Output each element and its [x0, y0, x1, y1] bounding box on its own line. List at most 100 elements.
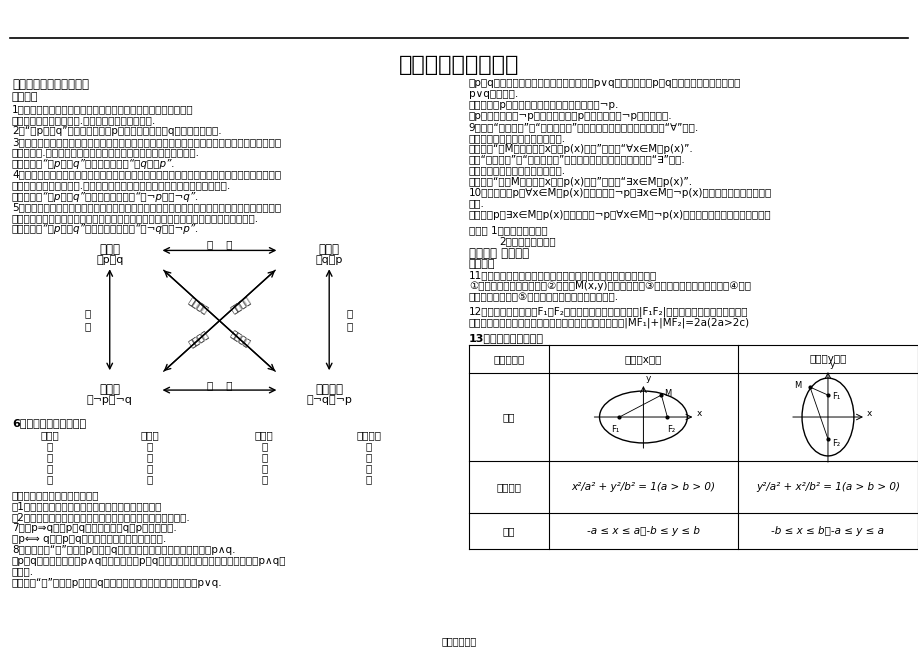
Text: 否: 否	[346, 321, 352, 331]
Text: 真: 真	[261, 463, 267, 473]
Text: 当p、q两个命题中有一个命题是真命题时，p∨q是真命题；当p、q两个命题都是假命题时，: 当p、q两个命题中有一个命题是真命题时，p∨q是真命题；当p、q两个命题都是假命…	[469, 78, 741, 88]
Text: 若原命题为“若p，则q”，则它的否命题为“若¬p，则¬q”.: 若原命题为“若p，则q”，则它的否命题为“若¬p，则¬q”.	[12, 191, 199, 202]
Text: 原命题: 原命题	[40, 430, 59, 440]
Text: 命题.: 命题.	[469, 199, 484, 208]
Text: 四种命题的真假性之间的关系：: 四种命题的真假性之间的关系：	[12, 490, 99, 500]
Text: 互为逆否: 互为逆否	[187, 330, 210, 349]
Text: F₁: F₁	[831, 392, 839, 401]
Text: 标准方程: 标准方程	[495, 482, 521, 492]
Text: 知识点：: 知识点：	[469, 260, 494, 269]
Text: 互: 互	[346, 308, 352, 318]
Text: 假: 假	[146, 474, 153, 484]
Text: 若原命题为“若p，则q”，则它的否命题为“若¬q，则¬p”.: 若原命题为“若p，则q”，则它的否命题为“若¬q，则¬p”.	[12, 225, 199, 234]
Text: 的坐标代入等式；⑤化简方程，并验证（查遨除杂）.: 的坐标代入等式；⑤化简方程，并验证（查遨除杂）.	[469, 292, 618, 302]
Text: -a ≤ x ≤ a且-b ≤ y ≤ b: -a ≤ x ≤ a且-b ≤ y ≤ b	[586, 526, 699, 535]
Text: 个定点称为椭圆的焦点，两焦点的距离称为椭圆的焦距。|MF₁|+|MF₂|=2a(2a>2c): 个定点称为椭圆的焦点，两焦点的距离称为椭圆的焦距。|MF₁|+|MF₂|=2a(…	[469, 317, 749, 328]
Text: 若p是真命题，则¬p必是假命题；若p是假命题，则¬p必是真命题.: 若p是真命题，则¬p必是假命题；若p是假命题，则¬p必是真命题.	[469, 111, 672, 121]
Text: y: y	[829, 360, 834, 369]
Text: 若q则p: 若q则p	[315, 256, 343, 265]
Text: 4、对于两个命题，如果一个命题的条件和结论恰好是另一个命题的条件的否定和结论的否定，则: 4、对于两个命题，如果一个命题的条件和结论恰好是另一个命题的条件的否定和结论的否…	[12, 169, 281, 180]
Text: 特称命题p：∃x∈M，p(x)，它的否定¬p：∀x∈M，¬p(x)。特称命题的否定是全称命题。: 特称命题p：∃x∈M，p(x)，它的否定¬p：∀x∈M，¬p(x)。特称命题的否…	[469, 210, 771, 219]
Text: F₂: F₂	[831, 439, 839, 448]
Text: 特称命题“存在M中的一个x，使p(x)成立”，记作“∃x∈M，p(x)”.: 特称命题“存在M中的一个x，使p(x)成立”，记作“∃x∈M，p(x)”.	[469, 177, 692, 186]
Text: 10、全称命题p：∀x∈M，p(x)，它的否定¬p：∃x∈M，¬p(x)。全称命题的否定是特称: 10、全称命题p：∀x∈M，p(x)，它的否定¬p：∃x∈M，¬p(x)。全称命…	[469, 188, 771, 197]
Text: 若p⟺ q，则p是q的充要条件（充分必要条件）.: 若p⟺ q，则p是q的充要条件（充分必要条件）.	[12, 533, 166, 544]
Text: 2、命题之间的关系: 2、命题之间的关系	[498, 236, 555, 247]
Text: 焦点的位置: 焦点的位置	[493, 354, 524, 364]
Text: M: M	[793, 381, 800, 390]
Text: 互为逆否: 互为逆否	[230, 297, 253, 315]
Text: 5、对于两个命题，如果一个命题的条件和结论恰好是另一个命题的结论的否定和条件的否定，则: 5、对于两个命题，如果一个命题的条件和结论恰好是另一个命题的结论的否定和条件的否…	[12, 202, 281, 212]
Text: 假: 假	[146, 452, 153, 462]
Text: 焦点在y轴上: 焦点在y轴上	[809, 354, 845, 364]
Text: 假: 假	[261, 474, 267, 484]
Text: 第一章：命题与逻辑结构: 第一章：命题与逻辑结构	[12, 78, 89, 91]
Text: -b ≤ x ≤ b且-a ≤ y ≤ a: -b ≤ x ≤ b且-a ≤ y ≤ a	[771, 526, 883, 535]
Text: 含有存在量词的命题称为特称命题.: 含有存在量词的命题称为特称命题.	[469, 165, 565, 176]
Text: 用联结词“或”把命题p和命题q联结起来，得到一个新命题，记作p∨q.: 用联结词“或”把命题p和命题q联结起来，得到一个新命题，记作p∨q.	[12, 578, 222, 587]
Text: 假: 假	[261, 452, 267, 462]
Text: 短语“存在一个”、“至少有一个”在逻辑中通常称为存在量词，用“∃”表示.: 短语“存在一个”、“至少有一个”在逻辑中通常称为存在量词，用“∃”表示.	[469, 154, 685, 165]
Text: 当p、q都是真命题时，p∧q是真命题；当p、q两个命题中有一个命题是假命题时，p∧q是: 当p、q都是真命题时，p∧q是真命题；当p、q两个命题中有一个命题是假命题时，p…	[12, 556, 286, 566]
Text: 第１页共５页: 第１页共５页	[441, 637, 476, 646]
Text: 1、命题：用语言、符号或式子表达的，可以判断真假的陈述句。: 1、命题：用语言、符号或式子表达的，可以判断真假的陈述句。	[12, 104, 193, 114]
Text: 真: 真	[366, 452, 372, 462]
Text: 假命题.: 假命题.	[12, 567, 34, 577]
Text: ①建立适当的直角坐标系；②设动点M(x,y)及其他的点；③找出满足限制条件的等式；④将点: ①建立适当的直角坐标系；②设动点M(x,y)及其他的点；③找出满足限制条件的等式…	[469, 281, 750, 291]
Text: 3、对于两个命题，如果一个命题的条件和结论分别是另一个命题的结论和条件，则这两个命题称: 3、对于两个命题，如果一个命题的条件和结论分别是另一个命题的结论和条件，则这两个…	[12, 137, 281, 147]
Text: p∨q是假命题.: p∨q是假命题.	[469, 89, 517, 99]
Text: 这两个命题称为互否命题.中一个命题称为原命题，另一个称为原命题的否命题.: 这两个命题称为互否命题.中一个命题称为原命题，另一个称为原命题的否命题.	[12, 180, 231, 191]
Text: 高二数学选修２－１: 高二数学选修２－１	[398, 55, 518, 75]
Text: 逆命题: 逆命题	[318, 243, 339, 256]
Text: 真: 真	[146, 463, 153, 473]
Text: 真: 真	[366, 441, 372, 451]
Text: 这两个命题称为互为逆否命题。其中一个命题称为原命题，另一个称为原命题的逆否命题.: 这两个命题称为互为逆否命题。其中一个命题称为原命题，另一个称为原命题的逆否命题.	[12, 214, 259, 223]
Text: 否命题: 否命题	[99, 383, 120, 396]
Text: 互: 互	[85, 308, 91, 318]
Text: 范围: 范围	[502, 526, 515, 535]
Text: 真: 真	[146, 441, 153, 451]
Text: 逆否命题: 逆否命题	[315, 383, 343, 396]
Text: 6、四种命题的真假性：: 6、四种命题的真假性：	[12, 418, 86, 428]
Text: 2、“若p，则q”形式的命题中的p称为命题的条件，q称为命题的结论.: 2、“若p，则q”形式的命题中的p称为命题的条件，q称为命题的结论.	[12, 126, 221, 136]
Text: 考点： 1、充要条件的判定: 考点： 1、充要条件的判定	[469, 225, 547, 236]
Text: 11、求曲线的方程（点的轨迹方程）的步骤：建、设、限、代、化: 11、求曲线的方程（点的轨迹方程）的步骤：建、设、限、代、化	[469, 271, 656, 280]
Text: 知识点：: 知识点：	[12, 92, 39, 102]
Text: 全称命题“对M中任意一个x，有p(x)成立”，记作“∀x∈M，p(x)”.: 全称命题“对M中任意一个x，有p(x)成立”，记作“∀x∈M，p(x)”.	[469, 143, 693, 154]
Text: 逆否命题: 逆否命题	[357, 430, 381, 440]
Text: 8、用联结词“且”把命题p和命题q联结起来，得到一个新命题，记作p∧q.: 8、用联结词“且”把命题p和命题q联结起来，得到一个新命题，记作p∧q.	[12, 545, 235, 555]
Text: 图形: 图形	[502, 412, 515, 422]
Text: 7、若p⇒q，则p是q的充分条件，q是p的必要条件.: 7、若p⇒q，则p是q的充分条件，q是p的必要条件.	[12, 522, 176, 533]
Text: 互    逆: 互 逆	[207, 239, 232, 249]
Text: 若原命题为“若p，则q”，它的逆命题为“若q，则p”.: 若原命题为“若p，则q”，它的逆命题为“若q，则p”.	[12, 158, 176, 169]
Text: x²/a² + y²/b² = 1(a > b > 0): x²/a² + y²/b² = 1(a > b > 0)	[571, 482, 715, 492]
Text: 9、短语“对所有的”、“对任意一个”在逻辑中通常称为全称量词，用“∀”表示.: 9、短语“对所有的”、“对任意一个”在逻辑中通常称为全称量词，用“∀”表示.	[469, 122, 698, 132]
Text: x: x	[866, 408, 871, 417]
Text: 若¬p则¬q: 若¬p则¬q	[86, 395, 132, 405]
Text: y: y	[645, 374, 650, 383]
Text: F₁: F₁	[611, 425, 618, 434]
Text: 原命题: 原命题	[99, 243, 120, 256]
Text: M: M	[664, 389, 671, 398]
Text: 13、椭圆的几何性质：: 13、椭圆的几何性质：	[469, 333, 543, 343]
Text: 真命题：判断为真的语句.假命题：判断为假的语句.: 真命题：判断为真的语句.假命题：判断为假的语句.	[12, 115, 156, 125]
Text: x: x	[696, 408, 701, 417]
Text: （1）两个命题互为逆否命题，它们有相同的真假性；: （1）两个命题互为逆否命题，它们有相同的真假性；	[12, 501, 162, 511]
Text: 逆命题: 逆命题	[140, 430, 159, 440]
Text: 互为逆否: 互为逆否	[186, 297, 209, 315]
Text: 若p则q: 若p则q	[96, 256, 123, 265]
Text: 假: 假	[366, 463, 372, 473]
Text: 含有全称量词的命题称为全称命题.: 含有全称量词的命题称为全称命题.	[469, 132, 565, 143]
Text: （2）两个命题为互逆命题或互否命题，它们的真假性没有关系.: （2）两个命题为互逆命题或互否命题，它们的真假性没有关系.	[12, 512, 190, 522]
Text: F₂: F₂	[666, 425, 675, 434]
Text: 对一个命题p全盘否定，得到一个新命题，记作¬p.: 对一个命题p全盘否定，得到一个新命题，记作¬p.	[469, 100, 618, 110]
Text: 焦点在x轴上: 焦点在x轴上	[624, 354, 662, 364]
Text: 否命题: 否命题	[255, 430, 274, 440]
Text: y²/a² + x²/b² = 1(a > b > 0): y²/a² + x²/b² = 1(a > b > 0)	[755, 482, 899, 492]
Text: 假: 假	[366, 474, 372, 484]
Text: 若¬q则¬p: 若¬q则¬p	[306, 395, 352, 405]
Text: 第二章： 圆锥曲线: 第二章： 圆锥曲线	[469, 247, 528, 260]
Text: 真: 真	[47, 452, 53, 462]
Text: 12、平面内与两个定点F₁，F₂的距离之和等于常数（大于|F₁F₂|）的点的轨迹称为椭圆。这两: 12、平面内与两个定点F₁，F₂的距离之和等于常数（大于|F₁F₂|）的点的轨迹…	[469, 306, 747, 317]
Text: 互为逆否: 互为逆否	[228, 330, 251, 349]
